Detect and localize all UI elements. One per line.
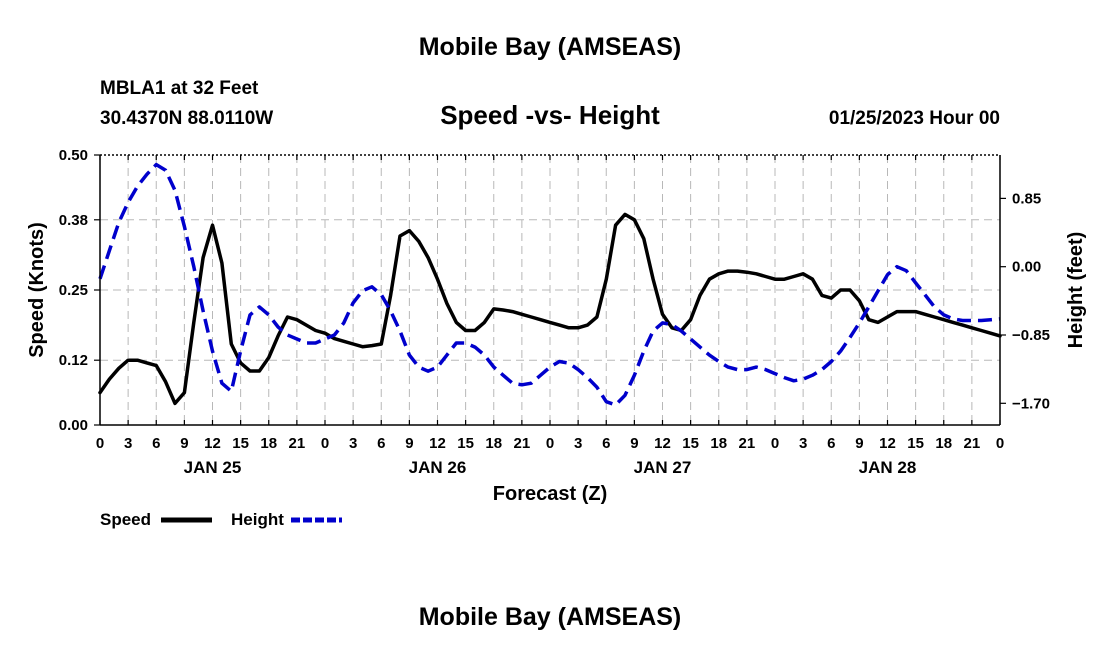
series-line-speed — [98, 212, 1002, 406]
x-tick-label: 3 — [799, 435, 807, 452]
x-tick-label: 21 — [964, 435, 981, 452]
y-tick-label: 0.25 — [59, 282, 88, 299]
y-tick-label: 0.12 — [59, 352, 88, 369]
chart-subtitle: Speed -vs- Height — [440, 100, 660, 130]
x-tick-label: 18 — [710, 435, 727, 452]
grid-lines — [100, 155, 1000, 425]
x-tick-label: 6 — [827, 435, 835, 452]
y2-tick-label: 0.00 — [1012, 259, 1041, 276]
x-tick-label: 12 — [204, 435, 221, 452]
x-tick-label: 21 — [289, 435, 306, 452]
x-tick-label: 21 — [739, 435, 756, 452]
station-name: MBLA1 at 32 Feet — [100, 78, 259, 99]
x-tick-label: 15 — [232, 435, 249, 452]
y2-tick-label: 0.85 — [1012, 190, 1041, 207]
station-coords: 30.4370N 88.0110W — [100, 108, 273, 129]
x-tick-label: 9 — [405, 435, 413, 452]
x-tick-label: 12 — [654, 435, 671, 452]
x-tick-label: 12 — [429, 435, 446, 452]
y2-tick-label: −0.85 — [1012, 327, 1050, 344]
y2-axis-label: Height (feet) — [1065, 232, 1087, 349]
chart-main-title: Mobile Bay (AMSEAS) — [419, 33, 682, 61]
legend-speed-label: Speed — [100, 510, 151, 529]
y-axis-label: Speed (Knots) — [26, 222, 48, 358]
x-tick-label: 9 — [855, 435, 863, 452]
x-tick-label: 3 — [124, 435, 132, 452]
x-tick-label: 0 — [96, 435, 104, 452]
x-tick-label: 6 — [152, 435, 160, 452]
x-tick-label: 18 — [935, 435, 952, 452]
x-tick-label: 15 — [457, 435, 474, 452]
axes: 0 3 6 9 12 15 18 21 0 3 6 9 12 15 18 21 0 3 6 9 12 15 18 21 0 3 6 9… — [59, 147, 1050, 477]
x-tick-label: 3 — [349, 435, 357, 452]
legend: Speed Height — [100, 510, 342, 529]
x-tick-label: 6 — [377, 435, 385, 452]
footer-title: Mobile Bay (AMSEAS) — [419, 603, 682, 631]
x-axis-label: Forecast (Z) — [493, 483, 607, 505]
x-tick-label: 6 — [602, 435, 610, 452]
forecast-datetime: 01/25/2023 Hour 00 — [829, 108, 1000, 129]
x-tick-label: 18 — [485, 435, 502, 452]
x-tick-label: 3 — [574, 435, 582, 452]
day-label: JAN 28 — [859, 458, 917, 477]
x-tick-label: 15 — [682, 435, 699, 452]
x-tick-label: 0 — [996, 435, 1004, 452]
y-tick-label: 0.00 — [59, 417, 88, 434]
x-tick-label: 9 — [630, 435, 638, 452]
y-tick-label: 0.50 — [59, 147, 88, 164]
x-tick-label: 0 — [771, 435, 779, 452]
y2-tick-label: −1.70 — [1012, 395, 1050, 412]
legend-height-label: Height — [231, 510, 284, 529]
x-tick-label: 21 — [514, 435, 531, 452]
day-label: JAN 27 — [634, 458, 692, 477]
series-lines — [98, 162, 1002, 407]
x-tick-label: 12 — [879, 435, 896, 452]
y-tick-label: 0.38 — [59, 212, 88, 229]
day-label: JAN 25 — [184, 458, 242, 477]
x-tick-label: 0 — [546, 435, 554, 452]
x-tick-label: 18 — [260, 435, 277, 452]
day-label: JAN 26 — [409, 458, 467, 477]
x-tick-label: 15 — [907, 435, 924, 452]
series-line-height — [98, 162, 1001, 407]
x-tick-label: 0 — [321, 435, 329, 452]
x-tick-label: 9 — [180, 435, 188, 452]
